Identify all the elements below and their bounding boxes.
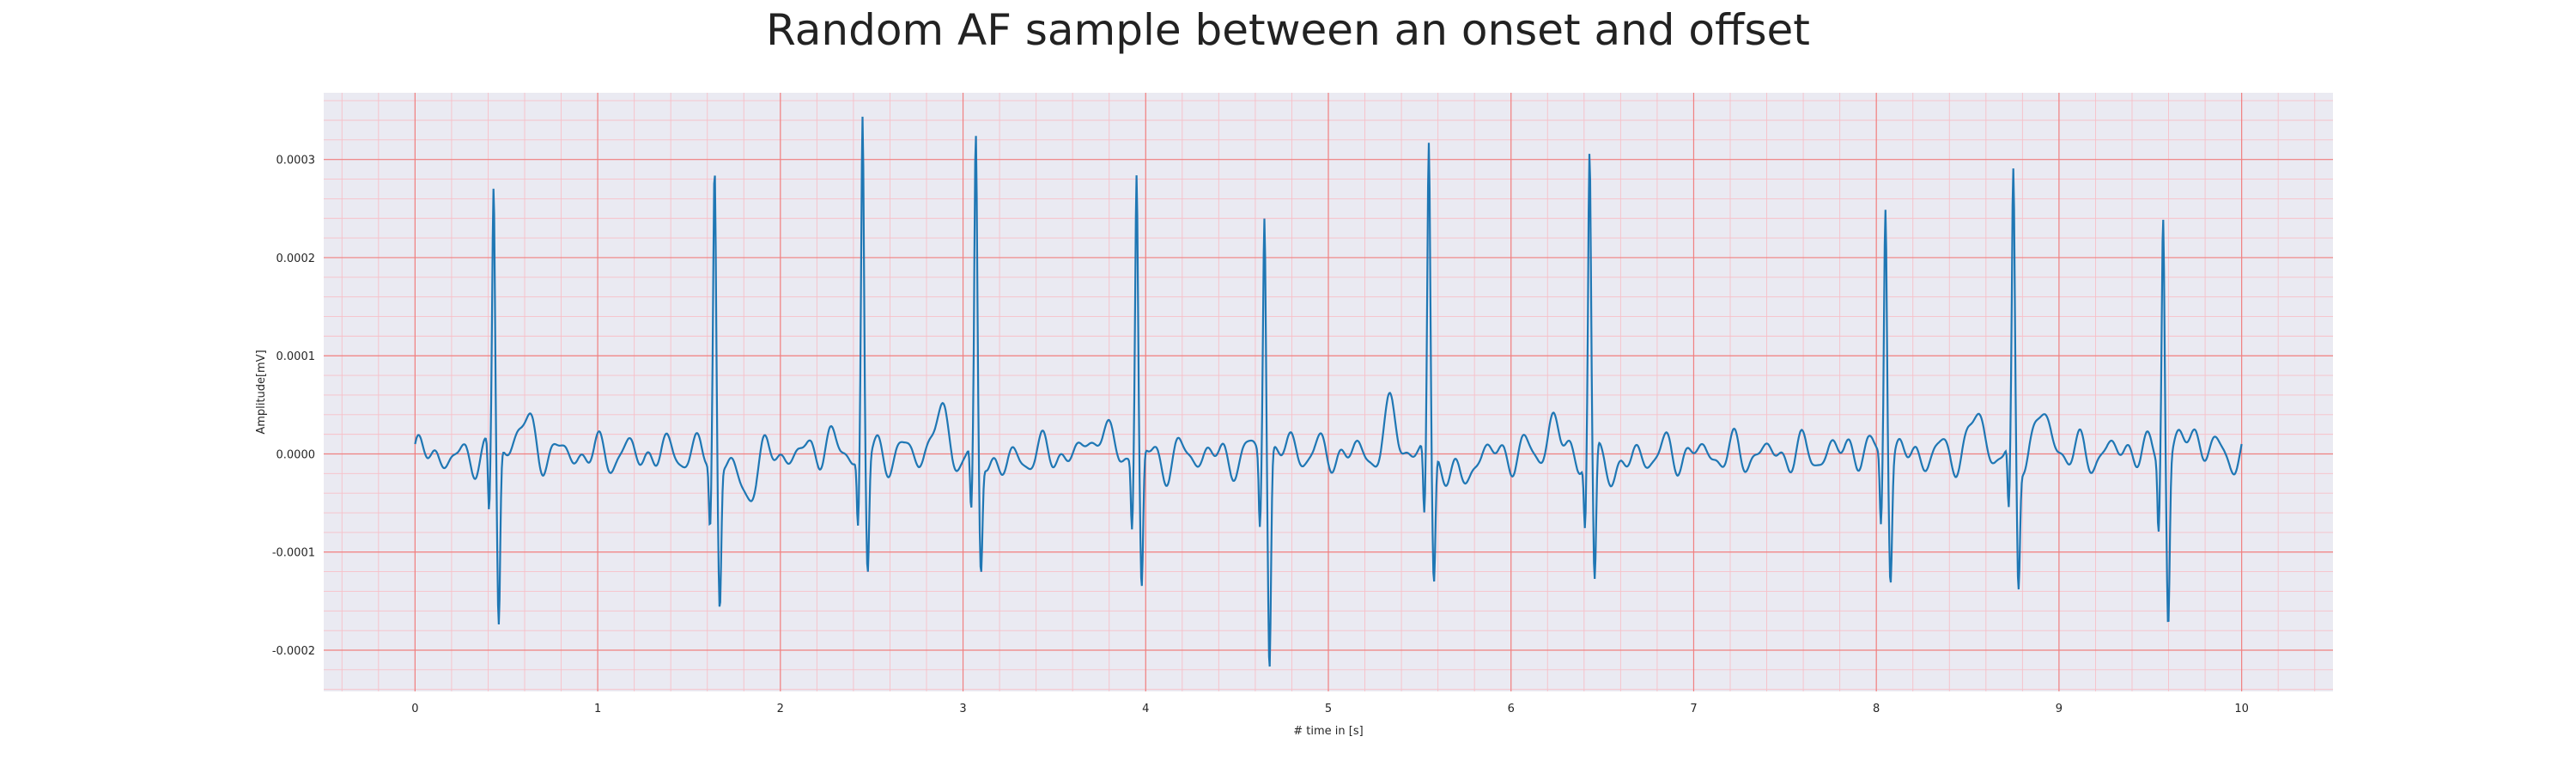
x-tick-labels: 0 1 2 3 4 5 6 7 8 9 10 xyxy=(411,703,2249,715)
x-tick-label: 3 xyxy=(959,703,966,715)
y-tick-labels: -0.0002 -0.0001 0.0000 0.0001 0.0002 0.0003 xyxy=(272,155,315,658)
x-tick-label: 5 xyxy=(1325,703,1332,715)
chart-title: Random AF sample between an onset and of… xyxy=(766,5,1810,55)
x-tick-label: 2 xyxy=(777,703,784,715)
x-tick-label: 6 xyxy=(1508,703,1515,715)
y-tick-label: -0.0001 xyxy=(272,547,315,560)
x-tick-label: 8 xyxy=(1873,703,1880,715)
y-tick-label: 0.0000 xyxy=(276,448,316,461)
x-tick-label: 9 xyxy=(2056,703,2063,715)
y-tick-label: 0.0001 xyxy=(276,350,316,363)
y-tick-label: 0.0003 xyxy=(276,155,316,167)
ecg-series-line xyxy=(414,116,2243,667)
x-tick-label: 4 xyxy=(1142,703,1149,715)
x-tick-label: 10 xyxy=(2234,703,2249,715)
y-tick-label: -0.0002 xyxy=(272,645,315,658)
y-axis-label: Amplitude[mV] xyxy=(255,350,268,434)
x-tick-label: 0 xyxy=(411,703,418,715)
x-tick-label: 1 xyxy=(594,703,601,715)
x-axis-label: # time in [s] xyxy=(1293,725,1363,738)
y-tick-label: 0.0002 xyxy=(276,253,316,265)
major-grid xyxy=(324,93,2333,691)
x-tick-label: 7 xyxy=(1690,703,1697,715)
